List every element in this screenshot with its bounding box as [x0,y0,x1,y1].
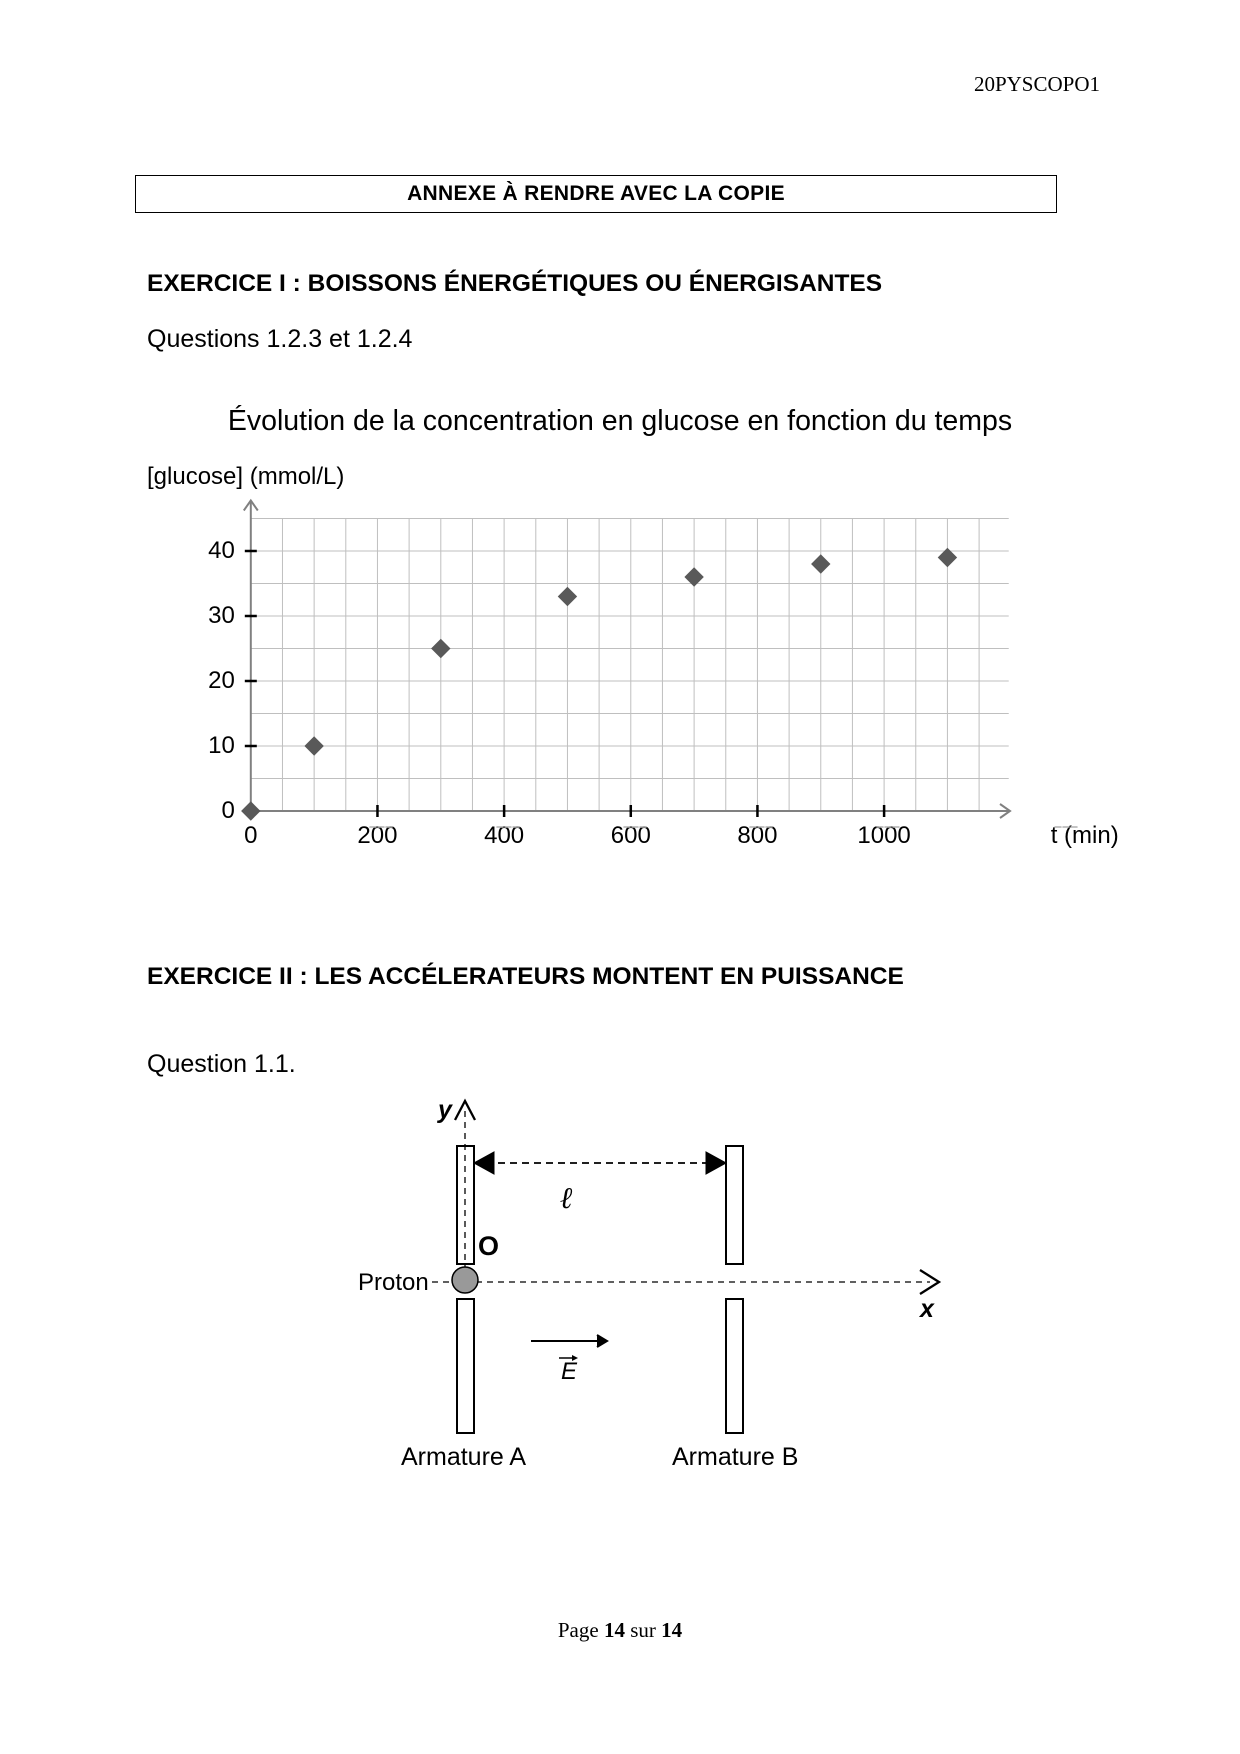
svg-text:Armature B: Armature B [672,1443,798,1471]
svg-text:20: 20 [208,667,235,694]
svg-text:40: 40 [208,537,235,564]
svg-text:0: 0 [244,822,257,849]
svg-text:ℓ: ℓ [560,1182,573,1215]
svg-text:600: 600 [611,822,651,849]
svg-text:30: 30 [208,602,235,629]
svg-text:800: 800 [737,822,777,849]
svg-text:400: 400 [484,822,524,849]
svg-text:200: 200 [357,822,397,849]
svg-text:E: E [561,1358,578,1385]
svg-text:O: O [478,1231,499,1261]
svg-text:0: 0 [221,797,234,824]
svg-text:Armature A: Armature A [401,1443,526,1471]
svg-text:x: x [918,1295,935,1323]
svg-text:Proton: Proton [358,1269,429,1296]
svg-text:10: 10 [208,732,235,759]
svg-text:y: y [436,1096,453,1124]
svg-text:1000: 1000 [857,822,910,849]
svg-text:t (min): t (min) [1051,822,1119,849]
